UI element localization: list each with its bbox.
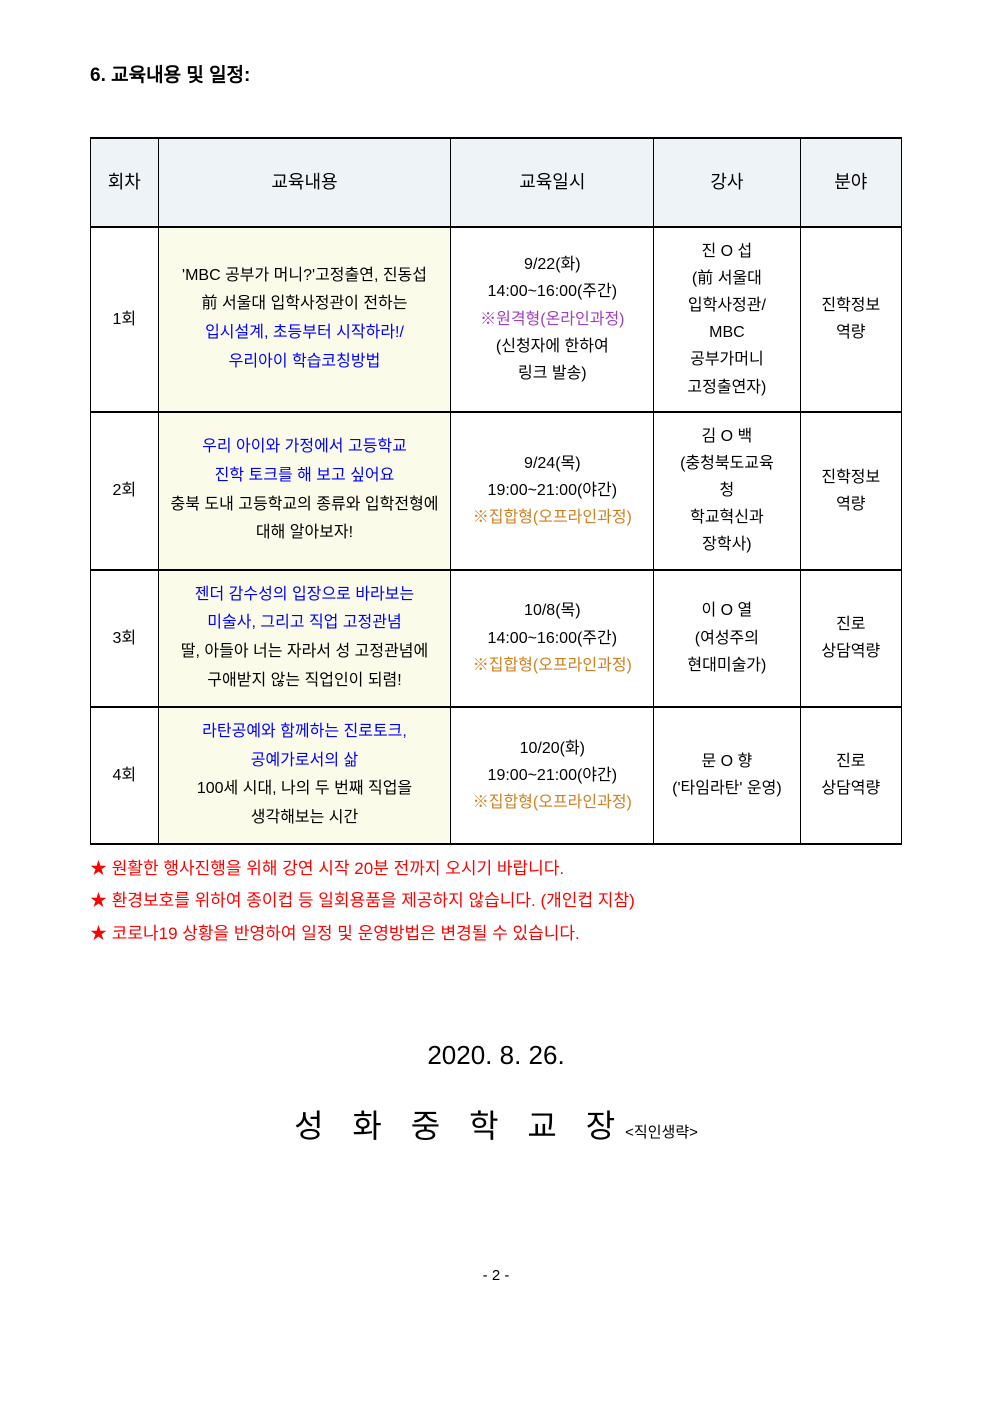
cell-lecturer: 진 O 섭(前 서울대입학사정관/MBC공부가머니고정출연자) <box>654 227 800 412</box>
cell-lecturer: 문 O 향('타임라탄' 운영) <box>654 707 800 844</box>
cell-field: 진로상담역량 <box>800 570 901 707</box>
table-row: 3회젠더 감수성의 입장으로 바라보는미술사, 그리고 직업 고정관념딸, 아들… <box>91 570 902 707</box>
th-date: 교육일시 <box>451 138 654 227</box>
cell-lecturer: 김 O 백(충청북도교육청학교혁신과장학사) <box>654 412 800 570</box>
principal-seal-omit: <직인생략> <box>625 1124 698 1141</box>
cell-session-no: 1회 <box>91 227 159 412</box>
notes-block: ★ 원활한 행사진행을 위해 강연 시작 20분 전까지 오시기 바랍니다. ★… <box>90 853 902 950</box>
cell-session-no: 2회 <box>91 412 159 570</box>
th-no: 회차 <box>91 138 159 227</box>
table-row: 1회'MBC 공부가 머니?'고정출연, 진동섭前 서울대 입학사정관이 전하는… <box>91 227 902 412</box>
cell-date: 9/22(화)14:00~16:00(주간)※원격형(온라인과정)(신청자에 한… <box>451 227 654 412</box>
cell-date: 10/20(화)19:00~21:00(야간)※집합형(오프라인과정) <box>451 707 654 844</box>
cell-content: 라탄공예와 함께하는 진로토크,공예가로서의 삶100세 시대, 나의 두 번째… <box>158 707 451 844</box>
note-line: ★ 코로나19 상황을 반영하여 일정 및 운영방법은 변경될 수 있습니다. <box>90 918 902 950</box>
principal-line: 성 화 중 학 교 장<직인생략> <box>90 1101 902 1147</box>
cell-field: 진학정보역량 <box>800 412 901 570</box>
table-row: 2회우리 아이와 가정에서 고등학교진학 토크를 해 보고 싶어요충북 도내 고… <box>91 412 902 570</box>
cell-date: 9/24(목)19:00~21:00(야간)※집합형(오프라인과정) <box>451 412 654 570</box>
cell-date: 10/8(목)14:00~16:00(주간)※집합형(오프라인과정) <box>451 570 654 707</box>
cell-field: 진로상담역량 <box>800 707 901 844</box>
note-line: ★ 환경보호를 위하여 종이컵 등 일회용품을 제공하지 않습니다. (개인컵 … <box>90 885 902 917</box>
table-header-row: 회차 교육내용 교육일시 강사 분야 <box>91 138 902 227</box>
cell-lecturer: 이 O 열(여성주의현대미술가) <box>654 570 800 707</box>
document-date: 2020. 8. 26. <box>90 1040 902 1071</box>
cell-content: 'MBC 공부가 머니?'고정출연, 진동섭前 서울대 입학사정관이 전하는입시… <box>158 227 451 412</box>
cell-session-no: 4회 <box>91 707 159 844</box>
table-row: 4회라탄공예와 함께하는 진로토크,공예가로서의 삶100세 시대, 나의 두 … <box>91 707 902 844</box>
section-heading: 6. 교육내용 및 일정: <box>90 60 902 87</box>
cell-session-no: 3회 <box>91 570 159 707</box>
cell-content: 우리 아이와 가정에서 고등학교진학 토크를 해 보고 싶어요충북 도내 고등학… <box>158 412 451 570</box>
principal-title: 성 화 중 학 교 장 <box>294 1108 625 1144</box>
schedule-table: 회차 교육내용 교육일시 강사 분야 1회'MBC 공부가 머니?'고정출연, … <box>90 137 902 845</box>
page-number: - 2 - <box>90 1267 902 1284</box>
th-content: 교육내용 <box>158 138 451 227</box>
note-line: ★ 원활한 행사진행을 위해 강연 시작 20분 전까지 오시기 바랍니다. <box>90 853 902 885</box>
cell-field: 진학정보역량 <box>800 227 901 412</box>
th-lecturer: 강사 <box>654 138 800 227</box>
th-field: 분야 <box>800 138 901 227</box>
cell-content: 젠더 감수성의 입장으로 바라보는미술사, 그리고 직업 고정관념딸, 아들아 … <box>158 570 451 707</box>
